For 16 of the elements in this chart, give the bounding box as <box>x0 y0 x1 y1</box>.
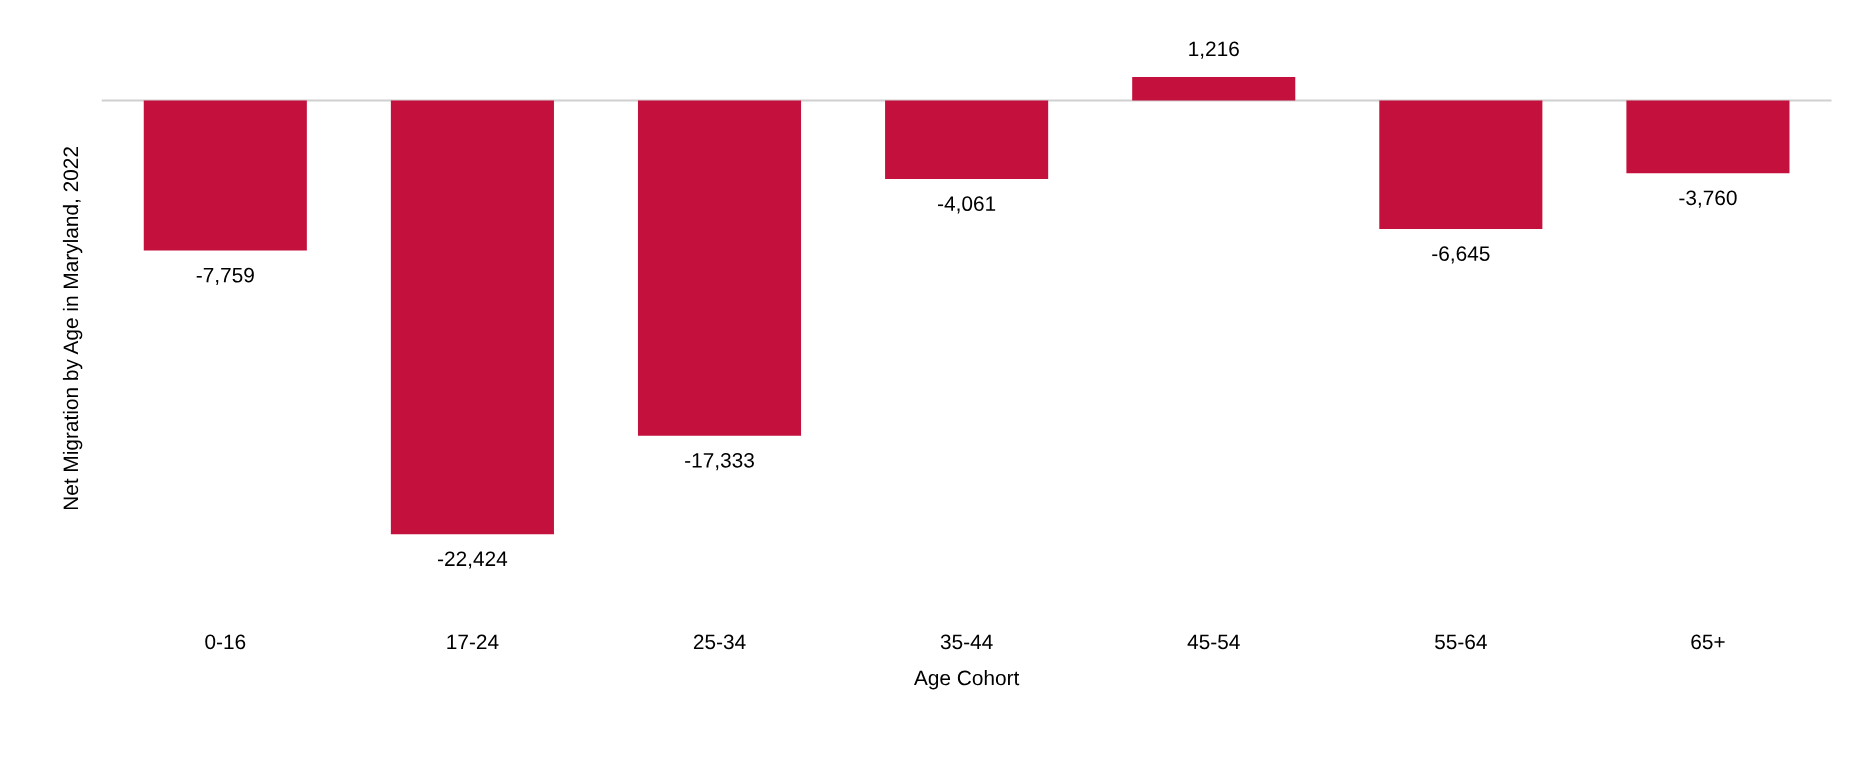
data-label: -22,424 <box>438 551 508 569</box>
x-tick-label: 35-44 <box>940 634 993 650</box>
x-tick-label: 55-64 <box>1435 634 1487 650</box>
x-tick-label: 45-54 <box>1187 634 1240 650</box>
x-tick-label: 25-34 <box>693 634 746 650</box>
x-tick-label: 65+ <box>1691 634 1725 650</box>
x-tick-label: 0-16 <box>205 634 246 650</box>
x-axis-title: Age Cohort <box>913 670 1020 690</box>
data-label: -6,645 <box>1432 246 1490 264</box>
data-label: -3,760 <box>1679 190 1737 208</box>
data-label: -4,061 <box>938 196 996 214</box>
data-label: -7,759 <box>196 267 254 285</box>
x-tick-label: 17-24 <box>447 634 499 650</box>
y-axis-title: Net Migration by Age in Maryland, 2022 <box>62 147 83 510</box>
data-label: 1,216 <box>1189 41 1239 59</box>
data-label: -17,333 <box>685 452 754 471</box>
